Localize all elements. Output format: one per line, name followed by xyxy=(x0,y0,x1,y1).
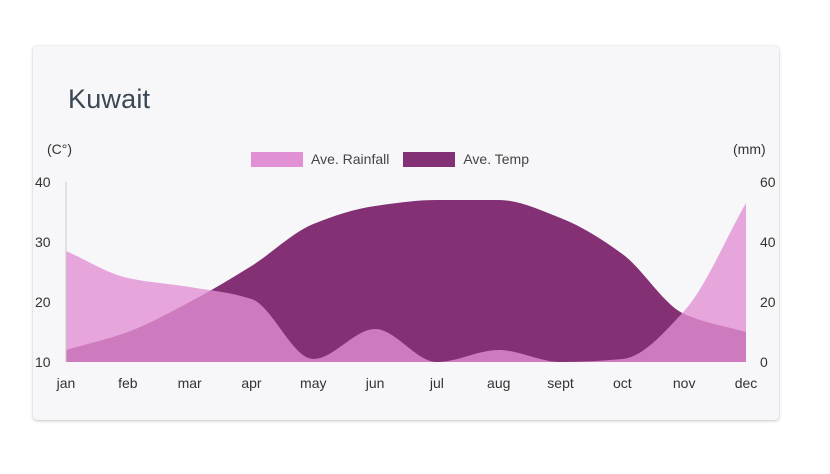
y-right-tick: 60 xyxy=(760,174,776,190)
legend-label-temp: Ave. Temp xyxy=(463,151,529,167)
legend-item-temp[interactable]: Ave. Temp xyxy=(403,151,529,167)
x-tick-jul: jul xyxy=(429,375,444,391)
y-left-tick: 40 xyxy=(35,174,51,190)
y-right-tick: 0 xyxy=(760,354,768,370)
series-area-rainfall xyxy=(66,203,746,362)
chart-card: Kuwait (C°) (mm) Ave. Rainfall Ave. Temp… xyxy=(33,46,779,420)
x-tick-apr: apr xyxy=(241,375,262,391)
legend-swatch-temp xyxy=(403,151,456,167)
x-tick-feb: feb xyxy=(118,375,138,391)
x-tick-may: may xyxy=(300,375,326,391)
area-chart: 40 30 20 10 60 40 20 0 jan feb mar apr may jun jul aug s… xyxy=(35,174,776,391)
x-tick-jun: jun xyxy=(365,375,385,391)
legend-label-rainfall: Ave. Rainfall xyxy=(311,151,390,167)
right-axis-unit: (mm) xyxy=(733,141,766,157)
x-tick-aug: aug xyxy=(487,375,510,391)
left-axis-unit: (C°) xyxy=(47,141,73,157)
x-tick-sept: sept xyxy=(547,375,574,391)
x-tick-jan: jan xyxy=(56,375,76,391)
chart-title: Kuwait xyxy=(68,84,151,114)
x-tick-dec: dec xyxy=(735,375,758,391)
y-right-tick: 20 xyxy=(760,294,776,310)
x-tick-oct: oct xyxy=(613,375,632,391)
legend-item-rainfall[interactable]: Ave. Rainfall xyxy=(251,151,389,167)
y-right-tick: 40 xyxy=(760,234,776,250)
x-tick-mar: mar xyxy=(178,375,202,391)
y-left-tick: 30 xyxy=(35,234,51,250)
y-left-tick: 20 xyxy=(35,294,51,310)
legend: Ave. Rainfall Ave. Temp xyxy=(251,151,535,167)
y-left-tick: 10 xyxy=(35,354,51,370)
legend-swatch-rainfall xyxy=(251,151,303,167)
x-tick-nov: nov xyxy=(673,375,696,391)
